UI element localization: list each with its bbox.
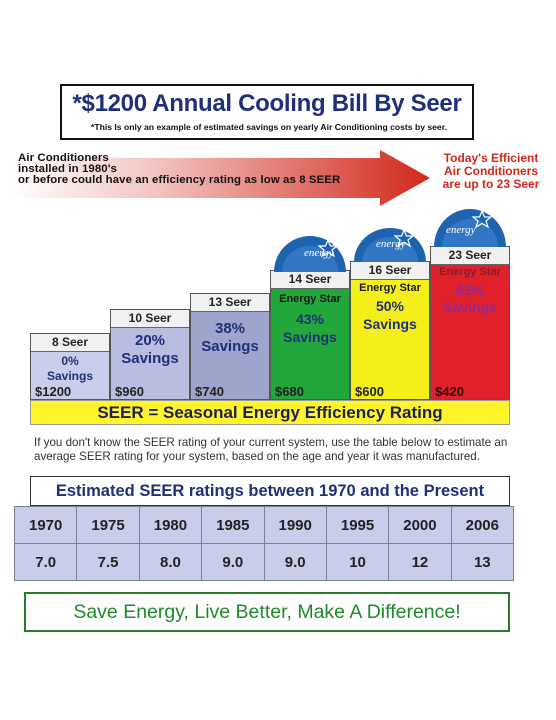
today-line-3: are up to 23 Seer	[442, 177, 540, 191]
arrow-line-2: installed in 1980's	[18, 163, 117, 175]
savings-label: Savings	[443, 299, 497, 315]
annual-cost: $960	[115, 384, 144, 399]
annual-cost: $680	[275, 384, 304, 399]
seer-bar-14: 14 Seer Energy Star 43% Savings $680	[270, 270, 350, 400]
energy-star-logo-icon: energy	[434, 209, 506, 247]
today-line-1: Today's Efficient	[443, 151, 539, 165]
today-efficient-caption: Today's Efficient Air Conditioners are u…	[432, 152, 550, 191]
year-cell: 1975	[76, 506, 140, 544]
energy-logo-word: energy	[376, 238, 406, 250]
table-row-ratings: 7.0 7.5 8.0 9.0 9.0 10 12 13	[13, 543, 515, 581]
savings-percent: 0%	[61, 354, 79, 368]
energy-star-label: Energy Star	[279, 293, 341, 305]
rating-cell: 10	[325, 543, 390, 581]
arrow-line-1: Air Conditioners	[18, 152, 109, 164]
savings-percent: 43%	[295, 311, 325, 327]
seer-definition-banner: SEER = Seasonal Energy Efficiency Rating	[30, 400, 510, 425]
table-row-years: 1970 1975 1980 1985 1990 1995 2000 2006	[13, 506, 515, 544]
savings-percent: 65%	[455, 282, 485, 298]
rating-cell: 9.0	[263, 543, 327, 581]
year-cell: 1990	[263, 506, 327, 544]
efficiency-arrow-graphic	[10, 150, 430, 206]
arrow-line-3: or before could have an efficiency ratin…	[18, 174, 341, 186]
rating-cell: 8.0	[138, 543, 203, 581]
year-cell: 1995	[325, 506, 390, 544]
year-cell: 2006	[450, 506, 515, 544]
seer-bar-10: 10 Seer 20% Savings $960	[110, 309, 190, 400]
rating-cell: 7.5	[76, 543, 140, 581]
year-cell: 1970	[13, 506, 78, 544]
energy-star-logo-icon: energy	[354, 228, 426, 262]
annual-cost: $600	[355, 384, 384, 399]
energy-star-label: Energy Star	[439, 266, 501, 278]
seer-bar-23: 23 Seer Energy Star 65% Savings $420	[430, 246, 510, 400]
savings-label: Savings	[283, 329, 337, 345]
seer-ratings-table: 1970 1975 1980 1985 1990 1995 2000 2006 …	[13, 506, 515, 581]
rating-cell: 13	[450, 543, 515, 581]
seer-label: 8 Seer	[31, 334, 109, 352]
seer-label: 16 Seer	[351, 262, 429, 280]
rating-cell: 9.0	[201, 543, 265, 581]
seer-label: 23 Seer	[431, 247, 509, 265]
savings-percent: 20%	[134, 332, 166, 349]
savings-label: Savings	[201, 338, 259, 355]
arrow-caption: Air Conditioners installed in 1980's or …	[18, 152, 418, 186]
seer-bar-8: 8 Seer 0% Savings $1200	[30, 333, 110, 400]
year-cell: 2000	[388, 506, 452, 544]
energy-logo-word: energy	[446, 224, 476, 236]
energy-logo-word: energy	[304, 247, 334, 259]
seer-label: 10 Seer	[111, 310, 189, 328]
savings-label: Savings	[121, 350, 179, 367]
page-title: *$1200 Annual Cooling Bill By Seer	[72, 90, 462, 117]
info-paragraph: If you don't know the SEER rating of you…	[34, 436, 508, 463]
annual-cost: $420	[435, 384, 464, 399]
today-line-2: Air Conditioners	[443, 164, 538, 178]
year-cell: 1980	[138, 506, 203, 544]
rating-cell: 7.0	[13, 543, 78, 581]
annual-cost: $1200	[35, 384, 72, 399]
savings-label: Savings	[363, 316, 417, 332]
savings-percent: 38%	[214, 320, 246, 337]
table-title: Estimated SEER ratings between 1970 and …	[30, 476, 510, 506]
energy-star-logo-icon: energy	[274, 236, 346, 272]
year-cell: 1985	[201, 506, 265, 544]
seer-bar-13: 13 Seer 38% Savings $740	[190, 293, 270, 400]
savings-label: Savings	[46, 369, 94, 383]
energy-star-label: Energy Star	[359, 282, 421, 294]
savings-percent: 50%	[375, 298, 405, 314]
footer-slogan: Save Energy, Live Better, Make A Differe…	[24, 592, 510, 632]
seer-label: 13 Seer	[191, 294, 269, 312]
annual-cost: $740	[195, 384, 224, 399]
title-footnote: *This Is only an example of estimated sa…	[91, 122, 447, 132]
seer-bar-16: 16 Seer Energy Star 50% Savings $600	[350, 261, 430, 400]
title-box: *$1200 Annual Cooling Bill By Seer *This…	[60, 84, 474, 140]
seer-label: 14 Seer	[271, 271, 349, 289]
rating-cell: 12	[388, 543, 452, 581]
